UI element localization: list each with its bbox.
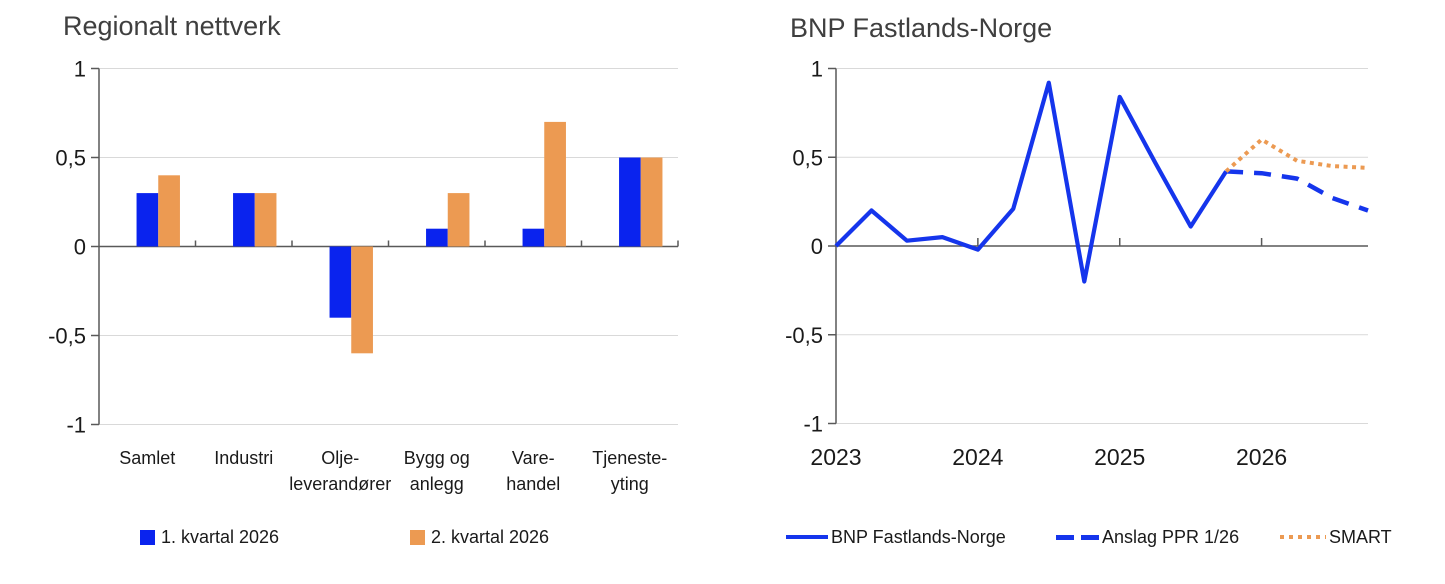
legend-label-kvartal1: 1. kvartal 2026: [161, 526, 280, 547]
series-line-2: [1224, 137, 1369, 173]
bar-s1-c5: [640, 157, 663, 247]
series-line-0: [834, 80, 1228, 284]
axis-label: -0,5: [48, 324, 86, 349]
smart-dot-swatch: [1280, 535, 1326, 539]
axis-label: -1: [803, 412, 823, 437]
bar-s1-c4: [544, 121, 566, 247]
axis-label: Olje-: [321, 448, 359, 468]
axis-label: Vare-: [512, 448, 555, 468]
right-chart-plot: 1 0,5 0 -0,5 -1 2023 2024 2025 2026: [785, 57, 1369, 470]
bnp-line-swatch: [786, 535, 828, 539]
axis-label: 2025: [1094, 444, 1145, 470]
bar-s0-c3: [426, 228, 448, 247]
axis-label: 0,5: [792, 145, 823, 170]
legend-item-kvartal1: 1. kvartal 2026: [140, 527, 279, 547]
bar-s1-c0: [158, 175, 180, 247]
axis-label: Samlet: [119, 448, 175, 468]
axis-label: -0,5: [785, 323, 823, 348]
anslag-dash-swatch: [1056, 534, 1099, 540]
axis-label: 2024: [952, 444, 1003, 470]
left-chart-plot: 1 0,5 0 -0,5 -1 Samlet Industri Olje-leverandør…: [48, 57, 679, 494]
axis-label: Industri: [214, 448, 273, 468]
axis-label: 2023: [810, 444, 861, 470]
bar-s0-c4: [522, 228, 545, 247]
bar-s0-c1: [233, 193, 255, 247]
series-line-1: [1225, 169, 1369, 213]
legend-item-kvartal2: 2. kvartal 2026: [410, 527, 549, 547]
bar-s1-c1: [254, 193, 277, 247]
axis-label: 0: [811, 234, 823, 259]
q1-2026-swatch: [140, 529, 155, 545]
axis-label: 1: [74, 57, 86, 82]
axis-label: 2026: [1236, 444, 1287, 470]
bar-s0-c5: [619, 157, 641, 247]
axis-label: 1: [811, 57, 823, 82]
bar-s1-c2: [351, 246, 373, 354]
bar-s1-c3: [447, 193, 470, 247]
legend-label-kvartal2: 2. kvartal 2026: [431, 526, 550, 547]
legend-label-bnp: BNP Fastlands-Norge: [831, 526, 1006, 547]
legend-label-smart: SMART: [1329, 526, 1392, 547]
legend-item-anslag: Anslag PPR 1/26: [1056, 527, 1239, 547]
axis-label: anlegg: [410, 474, 464, 494]
q2-2026-swatch: [410, 529, 425, 545]
bar-s0-c0: [136, 193, 159, 247]
left-chart-title: Regionalt nettverk: [63, 11, 281, 41]
axis-label: -1: [66, 413, 86, 438]
axis-label: handel: [506, 474, 560, 494]
axis-label: Bygg og: [404, 448, 470, 468]
legend-item-smart: SMART: [1280, 527, 1392, 547]
axis-label: yting: [611, 474, 649, 494]
axis-label: 0: [74, 235, 86, 260]
right-chart-title: BNP Fastlands-Norge: [790, 13, 1053, 43]
axis-label: 0,5: [55, 146, 86, 171]
axis-label: leverandører: [289, 474, 391, 494]
legend-label-anslag: Anslag PPR 1/26: [1102, 526, 1240, 547]
legend-item-bnp: BNP Fastlands-Norge: [786, 527, 1006, 547]
axis-label: Tjeneste-: [592, 448, 667, 468]
bar-s0-c2: [329, 246, 352, 318]
